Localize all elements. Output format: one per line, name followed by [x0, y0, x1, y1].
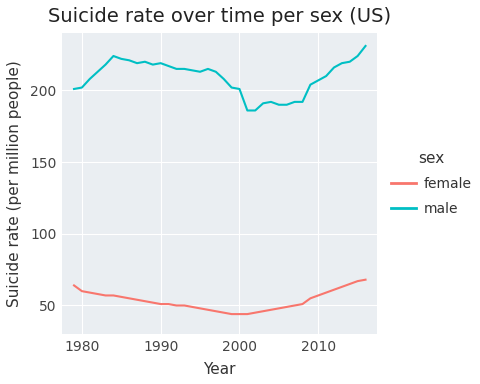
Title: Suicide rate over time per sex (US): Suicide rate over time per sex (US)	[48, 7, 391, 26]
Y-axis label: Suicide rate (per million people): Suicide rate (per million people)	[7, 60, 22, 307]
Legend: female, male: female, male	[391, 151, 472, 216]
X-axis label: Year: Year	[204, 362, 236, 377]
